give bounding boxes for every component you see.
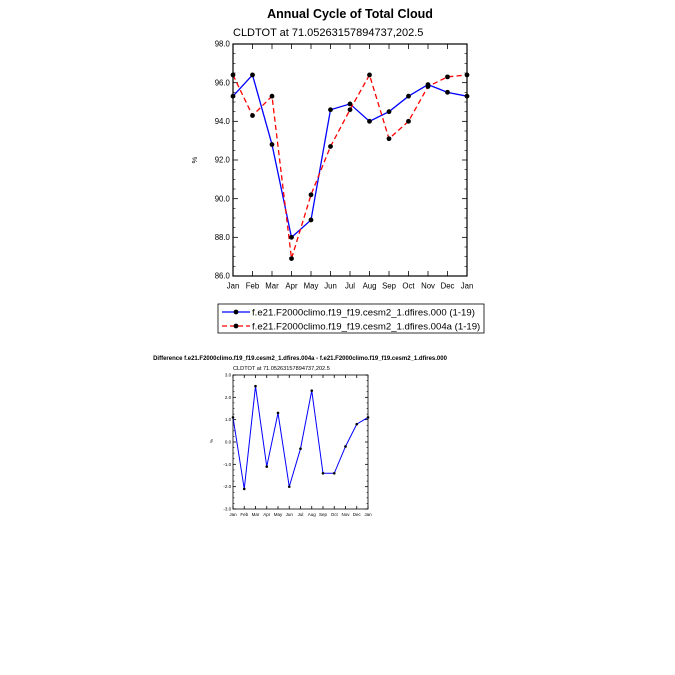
x-tick-label: Dec bbox=[441, 281, 455, 290]
legend-box bbox=[217, 303, 485, 334]
diff-x-tick-label: May bbox=[274, 512, 283, 517]
series-1-point bbox=[250, 72, 255, 78]
x-tick-label: Jan bbox=[227, 281, 240, 290]
y-axis-label: % bbox=[190, 156, 199, 163]
diff-x-tick-label: Nov bbox=[341, 512, 350, 517]
annual-cycle-chart: Annual Cycle of Total Cloud CLDTOT at 71… bbox=[190, 7, 485, 334]
series-2-point bbox=[445, 74, 450, 80]
series-2-point bbox=[425, 84, 431, 89]
series-2-point bbox=[250, 113, 255, 118]
diff-series-1-point bbox=[276, 411, 280, 415]
x-tick-label: May bbox=[304, 281, 319, 290]
y-tick-label: 94.0 bbox=[215, 117, 231, 126]
diff-series-1-point bbox=[265, 465, 269, 468]
series-line-1 bbox=[232, 73, 468, 239]
x-tick-label: Feb bbox=[246, 281, 260, 290]
diff-series-1-point bbox=[310, 389, 314, 392]
series-2-point bbox=[386, 136, 392, 142]
diff-series-1-point bbox=[321, 471, 325, 475]
diff-x-tick-label: Apr bbox=[263, 512, 271, 517]
diff-series-1-point bbox=[254, 384, 257, 388]
series-2-point bbox=[367, 72, 372, 78]
series-1-point bbox=[445, 89, 450, 95]
diff-series-1-point bbox=[242, 487, 246, 491]
x-tick-label: Aug bbox=[363, 281, 377, 290]
diff-series-1-point bbox=[287, 485, 291, 488]
diff-y-tick-label: -2.0 bbox=[223, 484, 231, 489]
diff-x-tick-label: Jan bbox=[364, 512, 372, 517]
diff-series-layer bbox=[231, 384, 370, 491]
diff-x-tick-label: Jun bbox=[286, 512, 294, 517]
diff-plot-frame bbox=[232, 374, 369, 510]
series-2-point bbox=[347, 107, 353, 113]
diff-x-tick-label: Aug bbox=[308, 512, 317, 517]
x-tick-label: Jan bbox=[461, 281, 474, 290]
series-1-point bbox=[386, 109, 392, 115]
diff-x-tick-label: Feb bbox=[240, 512, 248, 517]
series-layer bbox=[230, 72, 470, 261]
series-2-point bbox=[308, 192, 314, 198]
diff-series-1-point bbox=[299, 447, 302, 451]
diff-y-tick-label: 1.0 bbox=[225, 417, 232, 422]
diff-y-tick-label: -1.0 bbox=[223, 462, 231, 467]
x-tick-label: Sep bbox=[382, 281, 397, 290]
diff-x-tick-label: Sep bbox=[319, 512, 328, 517]
diff-x-tick-label: Dec bbox=[353, 512, 362, 517]
y-tick-label: 88.0 bbox=[215, 233, 231, 242]
x-tick-label: Nov bbox=[421, 281, 435, 290]
y-tick-label: 98.0 bbox=[215, 40, 231, 49]
series-1-point bbox=[308, 217, 314, 223]
diff-chart-title: Difference f.e21.F2000climo.f19_f19.cesm… bbox=[153, 356, 448, 362]
legend-label-series-1: f.e21.F2000climo.f19_f19.cesm2_1.dfires.… bbox=[252, 308, 475, 319]
chart-title: Annual Cycle of Total Cloud bbox=[267, 7, 433, 21]
legend-marker-series-2 bbox=[233, 323, 239, 329]
legend: f.e21.F2000climo.f19_f19.cesm2_1.dfires.… bbox=[217, 303, 485, 334]
series-2-point bbox=[289, 256, 294, 261]
diff-y-tick-label: 2.0 bbox=[225, 395, 232, 400]
series-1-point bbox=[269, 142, 275, 147]
series-1-point bbox=[367, 118, 372, 124]
diff-series-1-point bbox=[344, 445, 347, 448]
diff-x-tick-label: Jul bbox=[298, 512, 304, 517]
diff-x-tick-label: Jan bbox=[229, 512, 237, 517]
series-1-point bbox=[347, 101, 353, 107]
x-tick-label: Jun bbox=[324, 281, 337, 290]
series-1-point bbox=[406, 93, 411, 99]
y-tick-label: 86.0 bbox=[215, 272, 231, 281]
diff-y-axis-label: % bbox=[209, 439, 214, 443]
diff-chart-subtitle: CLDTOT at 71.05263157894737,202.5 bbox=[233, 366, 330, 372]
diff-series-line-1 bbox=[232, 386, 369, 489]
y-tick-label: 92.0 bbox=[215, 156, 231, 165]
difference-chart: Difference f.e21.F2000climo.f19_f19.cesm… bbox=[153, 356, 448, 517]
diff-x-tick-label: Mar bbox=[252, 512, 260, 517]
x-tick-label: Mar bbox=[265, 281, 279, 290]
plot-frame bbox=[232, 43, 468, 277]
y-tick-label: 90.0 bbox=[215, 194, 231, 203]
legend-label-series-2: f.e21.F2000climo.f19_f19.cesm2_1.dfires.… bbox=[252, 322, 480, 333]
series-2-point bbox=[406, 118, 411, 124]
series-2-point bbox=[269, 93, 275, 99]
x-tick-label: Apr bbox=[285, 281, 298, 290]
series-1-point bbox=[328, 107, 333, 113]
x-tick-label: Jul bbox=[345, 281, 355, 290]
diff-series-1-point bbox=[355, 422, 359, 426]
series-2-point bbox=[328, 144, 333, 149]
series-1-point bbox=[289, 234, 294, 240]
diff-series-1-point bbox=[332, 471, 336, 475]
diff-y-tick-label: 0.0 bbox=[225, 440, 232, 445]
diff-x-tick-label: Oct bbox=[331, 512, 339, 517]
diff-y-tick-label: 3.0 bbox=[225, 373, 232, 378]
diff-y-tick-label: -3.0 bbox=[223, 507, 231, 512]
chart-subtitle: CLDTOT at 71.05263157894737,202.5 bbox=[233, 27, 423, 39]
x-tick-label: Oct bbox=[402, 281, 415, 290]
ticks-layer: 86.0 88.0 90.0 92.0 94.0 96.0 98.0 Jan Feb Mar Apr… bbox=[215, 40, 474, 291]
y-tick-label: 96.0 bbox=[215, 78, 231, 87]
legend-marker-series-1 bbox=[233, 309, 239, 315]
